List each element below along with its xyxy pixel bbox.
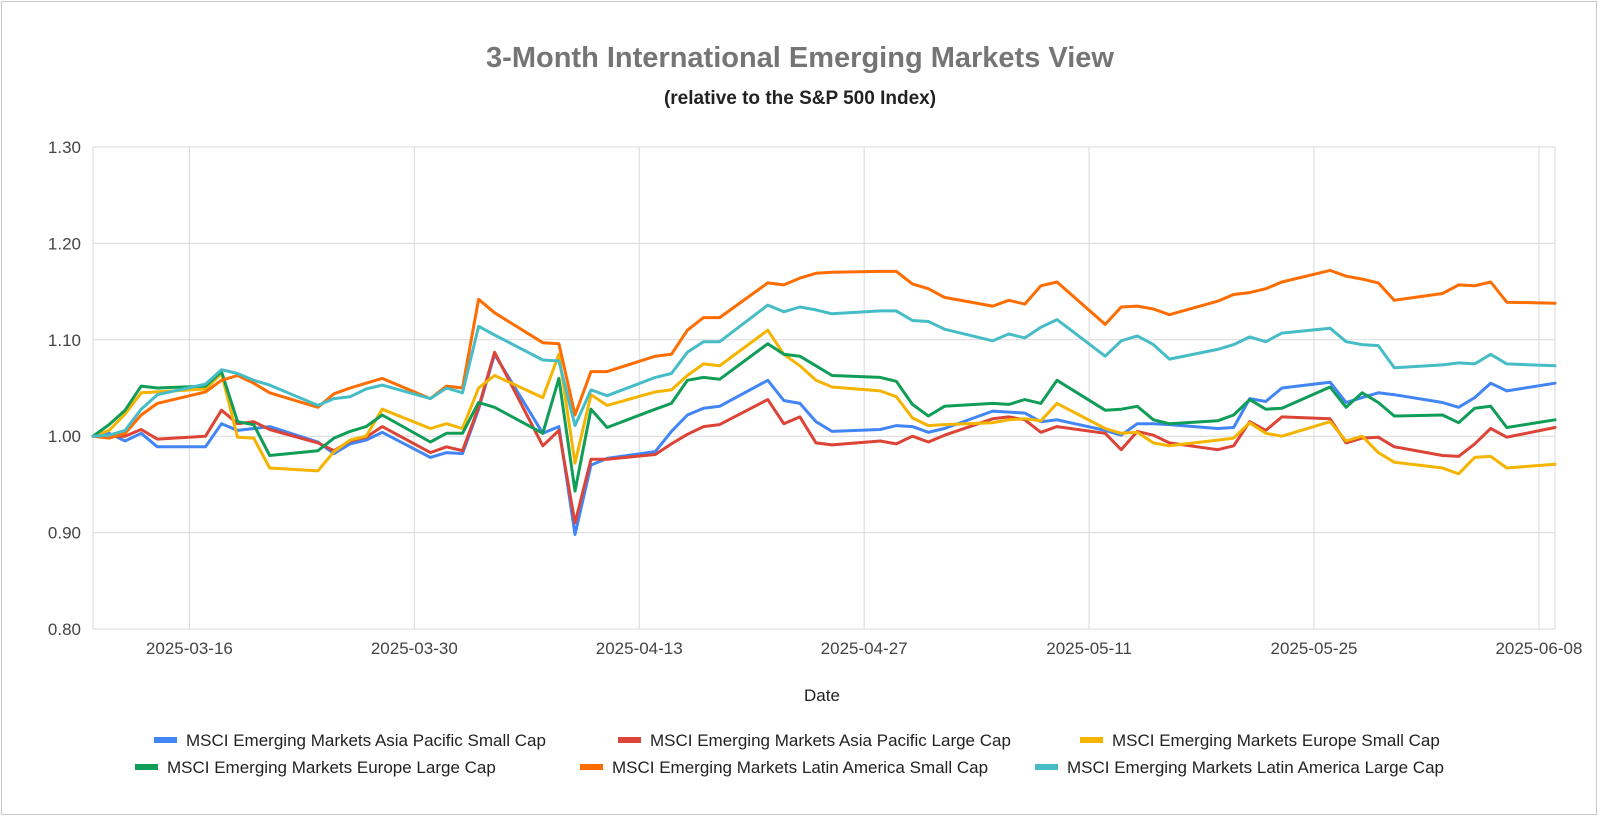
y-tick-label: 1.10: [48, 331, 81, 350]
y-tick-label: 1.20: [48, 234, 81, 253]
chart-subtitle: (relative to the S&P 500 Index): [664, 88, 936, 109]
legend-swatch: [618, 737, 641, 743]
gridlines: [92, 146, 1556, 630]
legend-swatch: [135, 764, 158, 770]
x-tick-label: 2025-05-11: [1046, 639, 1132, 658]
series-line-6: [91, 303, 1557, 438]
y-tick-label: 0.90: [48, 524, 81, 543]
legend-swatch: [1080, 737, 1103, 743]
series-line-3: [91, 328, 1557, 476]
legend-swatch: [154, 737, 177, 743]
y-tick-label: 1.00: [48, 427, 81, 446]
x-tick-label: 2025-04-13: [596, 639, 683, 658]
x-tick-label: 2025-03-16: [146, 639, 233, 658]
y-axis-ticks: 0.80 0.90 1.00 1.10 1.20 1.30: [48, 138, 81, 639]
chart-title: 3-Month International Emerging Markets V…: [486, 42, 1114, 74]
legend: MSCI Emerging Markets Asia Pacific Small…: [135, 731, 1444, 777]
series-line-4: [91, 342, 1557, 493]
legend-label: MSCI Emerging Markets Latin America Smal…: [612, 758, 988, 777]
x-tick-label: 2025-04-27: [821, 639, 908, 658]
series-lines: [91, 268, 1557, 536]
legend-label: MSCI Emerging Markets Asia Pacific Small…: [186, 731, 546, 750]
legend-label: MSCI Emerging Markets Europe Small Cap: [1112, 731, 1440, 750]
legend-swatch: [580, 764, 603, 770]
x-tick-label: 2025-06-08: [1495, 639, 1582, 658]
y-tick-label: 1.30: [48, 138, 81, 157]
legend-label: MSCI Emerging Markets Latin America Larg…: [1067, 758, 1444, 777]
legend-swatch: [1035, 764, 1058, 770]
legend-label: MSCI Emerging Markets Europe Large Cap: [167, 758, 496, 777]
x-axis-ticks: 2025-03-16 2025-03-30 2025-04-13 2025-04-27…: [146, 639, 1583, 658]
y-tick-label: 0.80: [48, 620, 81, 639]
x-tick-label: 2025-05-25: [1271, 639, 1358, 658]
series-line-1: [91, 352, 1557, 536]
legend-label: MSCI Emerging Markets Asia Pacific Large…: [650, 731, 1011, 750]
x-axis-label: Date: [804, 686, 840, 705]
x-tick-label: 2025-03-30: [371, 639, 458, 658]
series-line-5: [91, 268, 1557, 440]
series-line-2: [91, 350, 1557, 525]
